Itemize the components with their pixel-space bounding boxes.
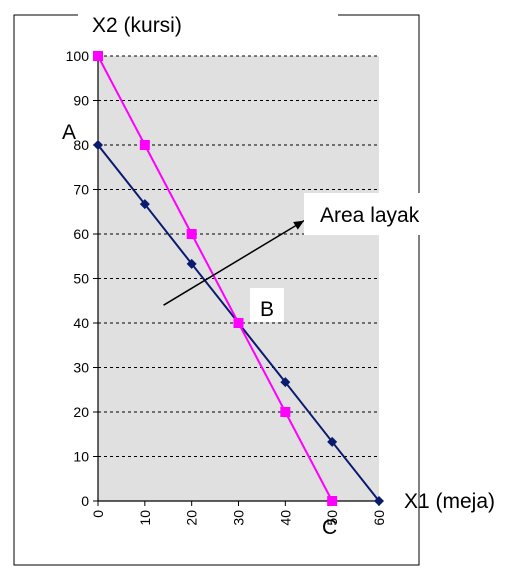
series-2-point bbox=[280, 407, 291, 417]
annotation-c: C bbox=[322, 516, 337, 539]
series-1-point bbox=[186, 258, 197, 269]
y-tick-label: 10 bbox=[73, 449, 89, 465]
y-tick-label: 90 bbox=[73, 93, 89, 109]
series-2-line bbox=[97, 55, 334, 502]
area-label-background bbox=[304, 193, 444, 235]
y-tick-label: 80 bbox=[73, 137, 89, 153]
x-tick-label: 0 bbox=[90, 510, 106, 518]
x-tick-label: 20 bbox=[184, 510, 200, 526]
series-2-point bbox=[327, 496, 338, 506]
y-tick-label: 0 bbox=[81, 493, 89, 509]
series-1-point bbox=[374, 496, 384, 506]
y-tick-label: 20 bbox=[73, 404, 89, 420]
x-tick-label: 60 bbox=[371, 510, 387, 526]
series-1-point bbox=[139, 199, 150, 210]
x-tick-label: 40 bbox=[277, 510, 293, 526]
series-2-point bbox=[186, 229, 197, 239]
x-tick-label: 30 bbox=[231, 510, 247, 526]
chart-frame bbox=[13, 14, 420, 566]
annotation-a: A bbox=[62, 121, 76, 144]
tick-labels: 0 10 20 30 40 50 60 70 80 90 100 0 10 20 30 40 50 60 bbox=[66, 48, 387, 526]
annotation-arrow-head bbox=[293, 220, 305, 230]
ylabel-background bbox=[80, 6, 205, 40]
y-tick-label: 30 bbox=[73, 360, 89, 376]
series-2-point bbox=[139, 140, 150, 150]
series-2-point bbox=[93, 51, 103, 61]
series-1-point bbox=[93, 140, 103, 150]
x-axis-title: X1 (meja) bbox=[404, 490, 495, 513]
y-axis-title: X2 (kursi) bbox=[92, 14, 182, 37]
b-label-background bbox=[250, 288, 284, 322]
annotation-area-layak: Area layak bbox=[320, 204, 420, 227]
annotation-arrow-line bbox=[163, 220, 305, 306]
x-tick-label: 10 bbox=[137, 510, 153, 526]
series-1-point bbox=[327, 436, 338, 447]
y-tick-label: 100 bbox=[66, 48, 90, 64]
arrow-layer bbox=[163, 220, 305, 306]
y-tick-label: 50 bbox=[73, 271, 89, 287]
series-2-point bbox=[233, 318, 244, 328]
x-tick-label: 50 bbox=[324, 510, 340, 526]
series-layer bbox=[93, 51, 384, 506]
y-tick-label: 70 bbox=[73, 182, 89, 198]
annotation-b: B bbox=[260, 298, 274, 321]
y-tick-label: 60 bbox=[73, 226, 89, 242]
y-tick-label: 40 bbox=[73, 315, 89, 331]
series-1-point bbox=[280, 377, 291, 388]
